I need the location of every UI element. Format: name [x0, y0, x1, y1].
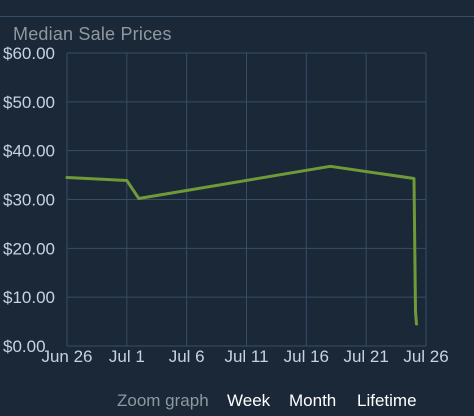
price-series-line	[65, 164, 418, 326]
chart-canvas: $60.00 $50.00 $40.00 $30.00 $20.00 $10.00 $0.0…	[3, 44, 449, 366]
x-tick-label: Jul 16	[284, 347, 329, 366]
x-tick-label: Jul 26	[403, 347, 448, 366]
y-tick-label: $60.00	[3, 44, 55, 63]
y-tick-label: $40.00	[3, 142, 55, 161]
x-tick-label: Jul 11	[224, 347, 268, 366]
y-tick-label: $50.00	[3, 93, 55, 112]
chart-title: Median Sale Prices	[13, 24, 172, 44]
x-tick-label: Jul 21	[343, 347, 388, 366]
price-history-chart: Median Sale Prices $60.00 $50.00 $40.00 $30…	[0, 0, 474, 366]
y-tick-label: $10.00	[3, 288, 55, 307]
zoom-month-button[interactable]: Month	[289, 391, 337, 410]
zoom-controls: Zoom graph Week Month Lifetime	[0, 384, 474, 416]
x-tick-label: Jul 6	[169, 347, 205, 366]
top-divider	[0, 0, 474, 17]
zoom-week-button[interactable]: Week	[227, 391, 271, 410]
x-tick-label: Jun 26	[41, 347, 92, 366]
y-tick-label: $20.00	[3, 239, 55, 258]
x-tick-label: Jul 1	[109, 347, 145, 366]
zoom-graph-label: Zoom graph	[117, 391, 209, 410]
y-tick-label: $30.00	[3, 191, 55, 210]
y-tick-label: $0.00	[3, 337, 46, 356]
zoom-lifetime-button[interactable]: Lifetime	[357, 391, 417, 410]
